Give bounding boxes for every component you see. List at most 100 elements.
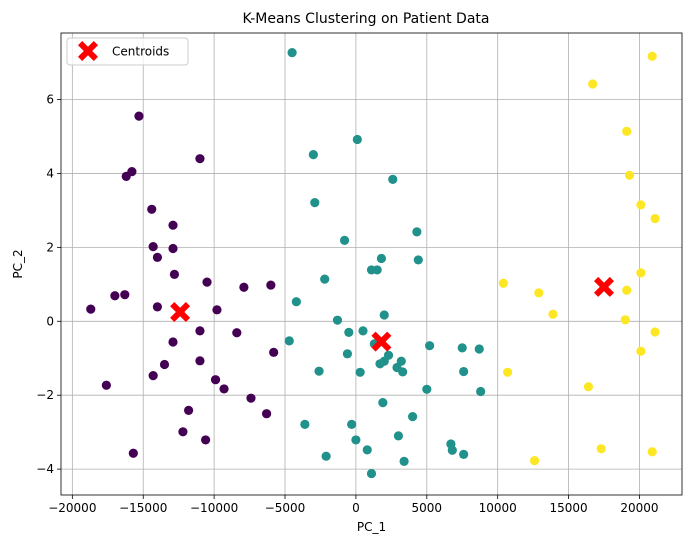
- data-point: [314, 366, 324, 376]
- data-point: [372, 265, 382, 275]
- data-point: [583, 382, 594, 392]
- data-point: [300, 419, 310, 430]
- centroid-marker: [594, 276, 614, 297]
- data-point: [339, 235, 350, 245]
- data-point: [261, 409, 272, 419]
- data-point: [447, 445, 457, 455]
- data-point: [459, 449, 469, 459]
- data-point: [459, 366, 469, 377]
- data-point: [152, 302, 163, 312]
- data-point: [128, 448, 138, 458]
- data-point: [168, 337, 178, 347]
- data-point: [622, 285, 632, 295]
- data-point: [498, 278, 508, 288]
- centroid-marker: [170, 302, 191, 322]
- data-point: [120, 290, 130, 300]
- data-point: [503, 367, 513, 377]
- y-tick-label: 0: [46, 314, 54, 328]
- centroid-marker: [371, 331, 392, 352]
- data-point: [366, 468, 377, 479]
- data-point: [147, 204, 157, 214]
- data-point: [110, 291, 120, 301]
- data-point: [310, 198, 320, 208]
- data-point: [534, 288, 544, 298]
- data-point: [320, 274, 330, 284]
- x-tick-label: 10000: [479, 501, 517, 515]
- data-point: [408, 412, 418, 422]
- data-point: [413, 255, 423, 265]
- data-point: [184, 405, 194, 415]
- data-point: [476, 386, 486, 397]
- y-tick-label: −2: [36, 388, 54, 402]
- data-point: [620, 315, 630, 325]
- data-point: [148, 242, 158, 252]
- data-point: [352, 134, 362, 145]
- data-point: [168, 220, 178, 230]
- data-point: [291, 297, 301, 307]
- data-point: [398, 367, 408, 377]
- data-point: [269, 347, 279, 357]
- data-point: [378, 398, 388, 408]
- data-point: [388, 174, 398, 184]
- data-point: [178, 427, 188, 437]
- data-point: [548, 309, 558, 319]
- data-point: [202, 277, 212, 287]
- legend-marker-shape: [78, 41, 98, 61]
- x-tick-label: 20000: [620, 501, 658, 515]
- y-tick-label: 6: [46, 93, 54, 107]
- data-point: [148, 371, 158, 381]
- y-tick-label: −4: [36, 462, 54, 476]
- x-tick-label: −5000: [265, 501, 306, 515]
- data-point: [355, 367, 365, 377]
- data-point: [308, 149, 318, 160]
- data-point: [219, 384, 229, 394]
- data-point: [636, 346, 646, 356]
- data-point: [321, 451, 331, 461]
- data-point: [246, 393, 256, 403]
- data-point: [201, 435, 211, 445]
- data-point: [239, 282, 249, 292]
- data-point: [169, 269, 180, 279]
- plot-frame: [60, 32, 683, 496]
- data-point: [362, 445, 372, 455]
- y-tick-label: 2: [46, 240, 54, 254]
- x-axis-label: PC_1: [357, 520, 386, 534]
- x-tick-label: −15000: [119, 501, 167, 515]
- data-point: [152, 252, 163, 262]
- data-point: [86, 304, 96, 314]
- data-point: [134, 111, 144, 121]
- data-point: [101, 380, 111, 390]
- x-tick-label: 0: [352, 501, 360, 515]
- data-point: [195, 356, 205, 366]
- data-point: [332, 315, 343, 325]
- centroid-markers: [170, 276, 614, 352]
- data-points: [86, 47, 660, 479]
- axis-ticks: −20000 −15000 −10000 −5000 0 5000 10000 15000 20…: [36, 93, 658, 515]
- data-point: [347, 419, 357, 430]
- data-point: [650, 213, 660, 224]
- data-point: [379, 310, 389, 320]
- x-tick-label: −20000: [48, 501, 96, 515]
- data-point: [647, 51, 657, 61]
- y-axis-label: PC_2: [11, 249, 25, 278]
- data-point: [351, 435, 361, 445]
- data-point: [212, 305, 222, 315]
- data-point: [121, 171, 131, 182]
- data-point: [624, 170, 635, 180]
- data-point: [393, 431, 404, 441]
- data-point: [342, 349, 352, 359]
- data-point: [375, 359, 385, 369]
- data-point: [596, 444, 606, 454]
- data-point: [232, 328, 242, 338]
- x-tick-label: −10000: [190, 501, 238, 515]
- data-point: [284, 336, 294, 346]
- data-point: [529, 456, 540, 466]
- data-point: [622, 126, 632, 136]
- data-point: [358, 326, 368, 336]
- legend-label-centroids: Centroids: [112, 45, 169, 59]
- chart-title: K-Means Clustering on Patient Data: [243, 11, 490, 27]
- x-tick-label: 15000: [549, 501, 587, 515]
- data-point: [636, 268, 646, 278]
- data-point: [266, 280, 276, 290]
- data-point: [650, 327, 660, 337]
